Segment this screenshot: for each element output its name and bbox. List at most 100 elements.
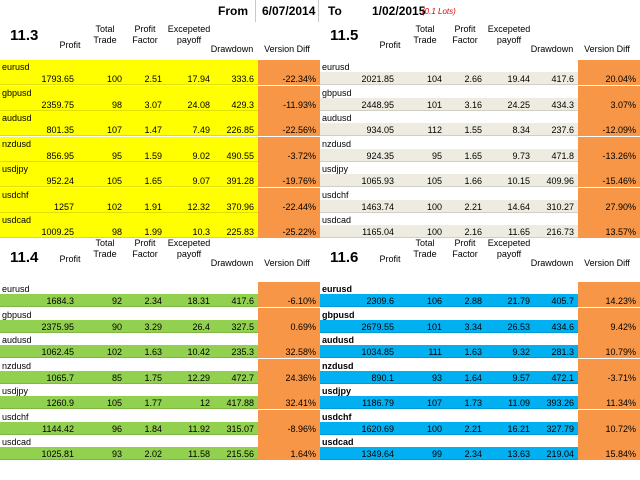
cell-trades: 93 <box>431 372 442 383</box>
cell-trades: 90 <box>111 321 122 332</box>
cell-trades: 95 <box>111 150 122 161</box>
cell-version-diff: 32.41% <box>285 398 316 408</box>
value-band <box>320 319 578 333</box>
value-band <box>320 447 578 460</box>
cell-version-diff: 10.79% <box>605 347 636 357</box>
col-header-profit-factor: Profit Factor <box>448 24 482 46</box>
currency-pair: gbpusd <box>2 86 60 99</box>
value-band <box>0 319 258 333</box>
to-label: To <box>328 4 342 18</box>
cell-trades: 85 <box>111 372 122 383</box>
cell-pf: 2.21 <box>464 201 482 212</box>
version-diff-cell <box>258 60 320 85</box>
col-header-total-trade: Total Trade <box>410 238 440 260</box>
table-row: gbpusd 2375.95 90 3.29 26.4 327.5 0.69% <box>0 307 320 333</box>
version-diff-cell <box>578 162 640 187</box>
row-divider <box>320 331 578 333</box>
cell-drawdown: 490.55 <box>226 150 254 161</box>
cell-pf: 3.34 <box>464 321 482 332</box>
table-row: eurusd 2309.6 106 2.88 21.79 405.7 14.23% <box>320 282 640 307</box>
table-header: 11.5 Profit Total Trade Profit Factor Excepete… <box>320 22 640 60</box>
cell-profit: 1062.45 <box>41 347 74 357</box>
table-row: usdcad 1025.81 93 2.02 11.58 215.56 1.64% <box>0 435 320 460</box>
cell-pf: 1.55 <box>464 125 482 135</box>
col-header-expected-payoff: Excepeted payoff <box>484 238 534 260</box>
cell-payoff: 10.15 <box>507 176 530 186</box>
cell-profit: 1186.79 <box>362 398 394 408</box>
row-background <box>0 111 258 123</box>
cell-payoff: 18.31 <box>187 296 210 306</box>
cell-profit: 2309.6 <box>366 296 394 306</box>
cell-drawdown: 434.6 <box>551 321 574 332</box>
cell-drawdown: 235.3 <box>231 347 254 357</box>
cell-version-diff: -12.09% <box>602 125 636 135</box>
table-header: 11.6 Profit Total Trade Profit Factor Excepete… <box>320 238 640 282</box>
table-header: 11.4 Profit Total Trade Profit Factor Excepete… <box>0 238 320 282</box>
currency-pair: audusd <box>322 113 352 123</box>
col-header-line: payoff <box>176 249 202 259</box>
cell-drawdown: 216.73 <box>546 227 574 237</box>
col-header-line: payoff <box>496 249 522 259</box>
row-background <box>0 162 258 174</box>
cell-payoff: 9.07 <box>192 176 210 186</box>
cell-payoff: 21.79 <box>507 296 530 306</box>
cell-pf: 1.66 <box>464 176 482 186</box>
row-divider <box>320 186 578 187</box>
cell-trades: 104 <box>426 74 442 84</box>
cell-payoff: 19.44 <box>507 74 530 84</box>
cell-trades: 102 <box>106 347 122 357</box>
version-label: 11.5 <box>330 27 359 44</box>
col-header-line: Excepeted <box>487 238 531 248</box>
table-row: usdcad 1009.25 98 1.99 10.3 225.83 -25.22% <box>0 213 320 238</box>
table-row: eurusd 2021.85 104 2.66 19.44 417.6 20.04% <box>320 60 640 85</box>
col-header-line: Total <box>95 238 115 248</box>
cell-profit: 1257 <box>53 201 74 212</box>
cell-payoff: 11.65 <box>508 227 530 237</box>
col-header-version-diff: Version Diff <box>264 44 310 54</box>
cell-version-diff: -15.46% <box>602 176 636 186</box>
row-divider <box>0 433 258 435</box>
cell-pf: 2.51 <box>144 74 162 84</box>
version-diff-cell <box>578 307 640 333</box>
cell-trades: 93 <box>111 449 122 459</box>
value-band <box>320 72 578 85</box>
cell-pf: 2.34 <box>464 449 482 459</box>
version-diff-cell <box>258 282 320 307</box>
table-row: usdchf 1463.74 100 2.21 14.64 310.27 27.90% <box>320 187 640 213</box>
cell-profit: 1065.93 <box>361 176 394 186</box>
cell-trades: 100 <box>426 227 442 237</box>
cell-profit: 1144.42 <box>42 423 74 434</box>
row-background <box>0 85 258 98</box>
cell-pf: 3.16 <box>464 99 482 110</box>
row-divider <box>320 109 578 111</box>
currency-pair: gbpusd <box>2 309 32 320</box>
col-header-version-diff: Version Diff <box>264 258 310 268</box>
cell-version-diff: -8.96% <box>287 423 316 434</box>
col-header-profit-factor: Profit Factor <box>128 238 162 260</box>
col-header-profit: Profit <box>59 254 81 264</box>
cell-version-diff: -19.76% <box>282 176 316 186</box>
table-row: usdchf 1620.69 100 2.21 16.21 327.79 10.72% <box>320 409 640 435</box>
cell-pf: 1.65 <box>144 176 162 186</box>
row-divider <box>0 84 258 85</box>
currency-pair: nzdusd <box>2 360 32 371</box>
currency-pair: eurusd <box>2 284 30 294</box>
top-header: From 6/07/2014 To 1/02/2015 (0.1 Lots) <box>0 0 640 22</box>
cell-drawdown: 310.27 <box>546 201 574 212</box>
table-row: usdchf 1144.42 96 1.84 11.92 315.07 -8.96% <box>0 409 320 435</box>
col-header-line: payoff <box>176 35 202 45</box>
cell-version-diff: 32.58% <box>285 347 316 357</box>
col-header-line: Excepeted <box>167 24 211 34</box>
cell-drawdown: 315.07 <box>226 423 254 434</box>
col-header-expected-payoff: Excepeted payoff <box>164 238 214 260</box>
cell-payoff: 11.92 <box>188 423 210 434</box>
cell-drawdown: 417.6 <box>551 74 574 84</box>
cell-profit: 2359.75 <box>41 99 74 110</box>
cell-version-diff: 9.42% <box>610 321 636 332</box>
cell-profit: 1009.25 <box>41 227 74 237</box>
value-band <box>320 421 578 435</box>
row-divider <box>0 408 258 409</box>
cell-pf: 1.65 <box>464 150 482 161</box>
col-header-line: Profit <box>134 238 156 248</box>
currency-pair: eurusd <box>2 61 60 73</box>
